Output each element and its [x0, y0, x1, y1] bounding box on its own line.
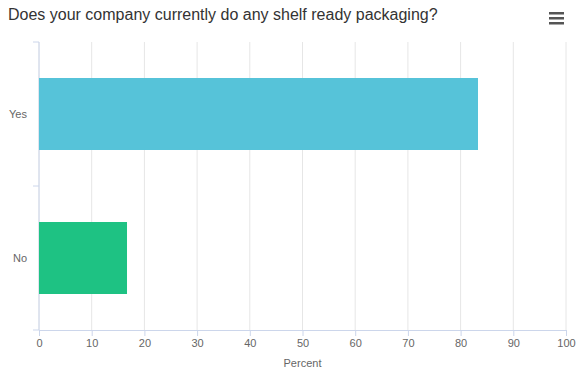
- title: Does your company currently do any shelf…: [8, 6, 438, 23]
- tick-mark: [513, 330, 514, 336]
- tick-label: 80: [455, 337, 467, 349]
- tick: 100: [557, 330, 575, 349]
- category-boundary: [33, 186, 39, 187]
- tick-label: 10: [86, 337, 98, 349]
- tick: 80: [455, 330, 467, 349]
- grid: [39, 42, 566, 330]
- tick-mark: [355, 330, 356, 336]
- tick: 30: [191, 330, 203, 349]
- grid-line: [513, 42, 514, 330]
- tick-label: 0: [36, 337, 42, 349]
- tick-label: 20: [139, 337, 151, 349]
- tick-label: 30: [191, 337, 203, 349]
- tick-mark: [197, 330, 198, 336]
- menu-line[interactable]: [549, 22, 564, 25]
- tick-mark: [408, 330, 409, 336]
- tick-mark: [144, 330, 145, 336]
- tick-label: 70: [402, 337, 414, 349]
- tick-label: 60: [350, 337, 362, 349]
- tick-label: 50: [297, 337, 309, 349]
- grid-line: [566, 42, 567, 330]
- tick-label: 100: [557, 337, 575, 349]
- tick-label: 40: [244, 337, 256, 349]
- bars: [39, 78, 478, 294]
- tick-mark: [39, 330, 40, 336]
- axis-title: Percent: [284, 357, 322, 369]
- x-axis: 0 10 20 30 40 50 60 70 80 90 100: [36, 330, 575, 349]
- tick: 50: [297, 330, 309, 349]
- tick: 90: [508, 330, 520, 349]
- tick: 0: [36, 330, 42, 349]
- tick: 40: [244, 330, 256, 349]
- tick: 20: [139, 330, 151, 349]
- plot: 0 10 20 30 40 50 60 70 80 90 100 Yes No: [9, 42, 576, 349]
- menu-icon[interactable]: [549, 12, 564, 25]
- tick-mark: [303, 330, 304, 336]
- menu-line[interactable]: [549, 17, 564, 20]
- category-boundary: [33, 330, 39, 331]
- bar[interactable]: [39, 222, 127, 294]
- tick-mark: [566, 330, 567, 336]
- bar[interactable]: [39, 78, 478, 150]
- tick-mark: [461, 330, 462, 336]
- tick: 10: [86, 330, 98, 349]
- tick: 60: [350, 330, 362, 349]
- menu-line[interactable]: [549, 12, 564, 15]
- tick-label: 90: [508, 337, 520, 349]
- category-label: No: [13, 252, 27, 264]
- category-label: Yes: [9, 108, 27, 120]
- y-axis: Yes No: [9, 42, 39, 330]
- category-boundary: [33, 42, 39, 43]
- tick-mark: [250, 330, 251, 336]
- tick-mark: [92, 330, 93, 336]
- chart: Does your company currently do any shelf…: [0, 0, 582, 379]
- tick: 70: [402, 330, 414, 349]
